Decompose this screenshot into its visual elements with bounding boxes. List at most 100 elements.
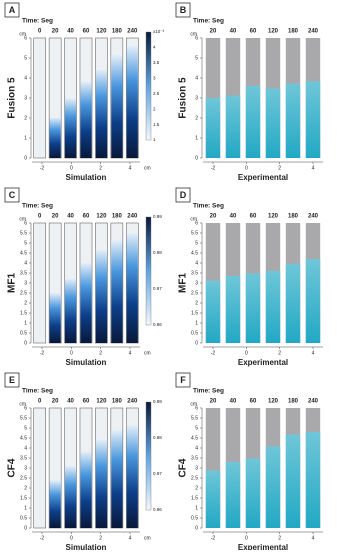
x-tick-label: -2 xyxy=(40,535,45,541)
strip-fill xyxy=(305,81,321,158)
time-label: Time: Seg xyxy=(193,388,224,395)
colorbar-label: 3.5 xyxy=(153,60,160,65)
tube xyxy=(33,407,47,529)
y-tick-label: 1.5 xyxy=(191,310,198,316)
tube-fill xyxy=(126,45,138,158)
time-value: 40 xyxy=(230,29,237,35)
tube-fill xyxy=(49,293,61,343)
y-tick-label: 6 xyxy=(195,405,198,411)
x-tick-label: -2 xyxy=(211,535,216,541)
y-tick-label: 5 xyxy=(195,425,198,431)
time-value: 20 xyxy=(52,399,59,405)
panel-letter-box xyxy=(4,2,20,18)
y-tick-label: 4 xyxy=(24,260,27,266)
time-value: 60 xyxy=(250,29,257,35)
panel-letter-box xyxy=(175,372,191,388)
time-value: 20 xyxy=(52,29,59,35)
x-tick-label: 2 xyxy=(99,535,102,541)
x-label: Simulation xyxy=(66,358,107,367)
x-tick-label: 0 xyxy=(245,350,248,356)
y-tick-label: 0.5 xyxy=(191,515,198,521)
time-value: 0 xyxy=(38,29,42,35)
time-value: 40 xyxy=(230,214,237,220)
y-tick-label: 1 xyxy=(195,320,198,326)
colorbar-label: 1 xyxy=(153,137,156,142)
strip-fill xyxy=(265,446,281,528)
y-tick-label: 2.5 xyxy=(20,475,27,481)
y-tick-label: 3 xyxy=(195,280,198,286)
x-tick-label: 0 xyxy=(70,350,73,356)
colorbar-label: 0.98 xyxy=(153,250,162,255)
time-value: 180 xyxy=(288,399,299,405)
y-label: Fusion 5 xyxy=(178,77,189,119)
colorbar-label: 0.97 xyxy=(153,471,162,476)
y-unit: cm xyxy=(190,216,197,222)
y-tick-label: 4 xyxy=(195,445,198,451)
y-tick-label: 4.5 xyxy=(20,250,27,256)
strip-fill xyxy=(225,95,241,158)
strip-fill xyxy=(225,462,241,528)
tube-fill xyxy=(80,451,92,528)
time-value: 240 xyxy=(127,214,138,220)
x-tick-label: 4 xyxy=(312,165,315,171)
tube-fill xyxy=(111,240,123,343)
y-label: Fusion 5 xyxy=(7,77,18,119)
colorbar-label: 0.96 xyxy=(153,322,162,327)
colorbar-label: 2 xyxy=(153,106,156,111)
x-tick-label: 0 xyxy=(245,165,248,171)
panel-letter: E xyxy=(9,375,15,385)
y-unit: cm xyxy=(19,31,26,37)
y-tick-label: 6 xyxy=(195,220,198,226)
time-value: 240 xyxy=(308,214,319,220)
colorbar-label: 0.99 xyxy=(153,214,162,219)
x-label: Simulation xyxy=(66,543,107,550)
strip-fill xyxy=(205,470,221,528)
y-tick-label: 0 xyxy=(24,525,27,531)
colorbar-label: 0.97 xyxy=(153,286,162,291)
y-tick-label: 6 xyxy=(24,35,27,41)
y-tick-label: 0 xyxy=(24,155,27,161)
tube-fill xyxy=(64,98,77,158)
y-tick-label: 0.5 xyxy=(20,515,27,521)
strip-fill xyxy=(285,83,301,158)
panel-letter: F xyxy=(180,375,186,385)
y-tick-label: 3 xyxy=(195,465,198,471)
x-tick-label: 0 xyxy=(70,165,73,171)
y-tick-label: 2 xyxy=(195,485,198,491)
time-value: 40 xyxy=(67,214,74,220)
strip-fill xyxy=(305,259,321,343)
tube-fill xyxy=(49,117,61,158)
x-label: Experimental xyxy=(238,358,288,367)
x-tick-label: 2 xyxy=(99,165,102,171)
x-tick-label: 4 xyxy=(129,535,132,541)
x-unit: cm xyxy=(144,535,151,541)
strip-fill xyxy=(265,271,281,343)
x-tick-label: -2 xyxy=(211,165,216,171)
x-tick-label: 4 xyxy=(129,165,132,171)
tube-fill xyxy=(49,480,61,528)
y-tick-label: 4 xyxy=(24,445,27,451)
time-label: Time: Seg xyxy=(22,203,53,210)
y-unit: cm xyxy=(190,31,197,37)
y-tick-label: 2 xyxy=(195,115,198,121)
strip-fill xyxy=(205,98,221,158)
strip-fill xyxy=(285,263,301,343)
y-label: MF1 xyxy=(178,273,189,293)
y-label: CF4 xyxy=(7,458,18,477)
time-value: 240 xyxy=(308,29,319,35)
y-tick-label: 0 xyxy=(195,340,198,346)
x-tick-label: 2 xyxy=(278,535,281,541)
time-value: 40 xyxy=(67,399,74,405)
y-tick-label: 3 xyxy=(24,95,27,101)
x-label: Experimental xyxy=(238,173,288,182)
y-tick-label: 3 xyxy=(24,465,27,471)
y-tick-label: 4.5 xyxy=(20,435,27,441)
x-label: Experimental xyxy=(238,543,288,550)
strip-fill xyxy=(245,86,261,158)
tube-fill xyxy=(95,439,108,528)
y-tick-label: 4.5 xyxy=(191,250,198,256)
colorbar-label: 4 xyxy=(153,45,156,50)
